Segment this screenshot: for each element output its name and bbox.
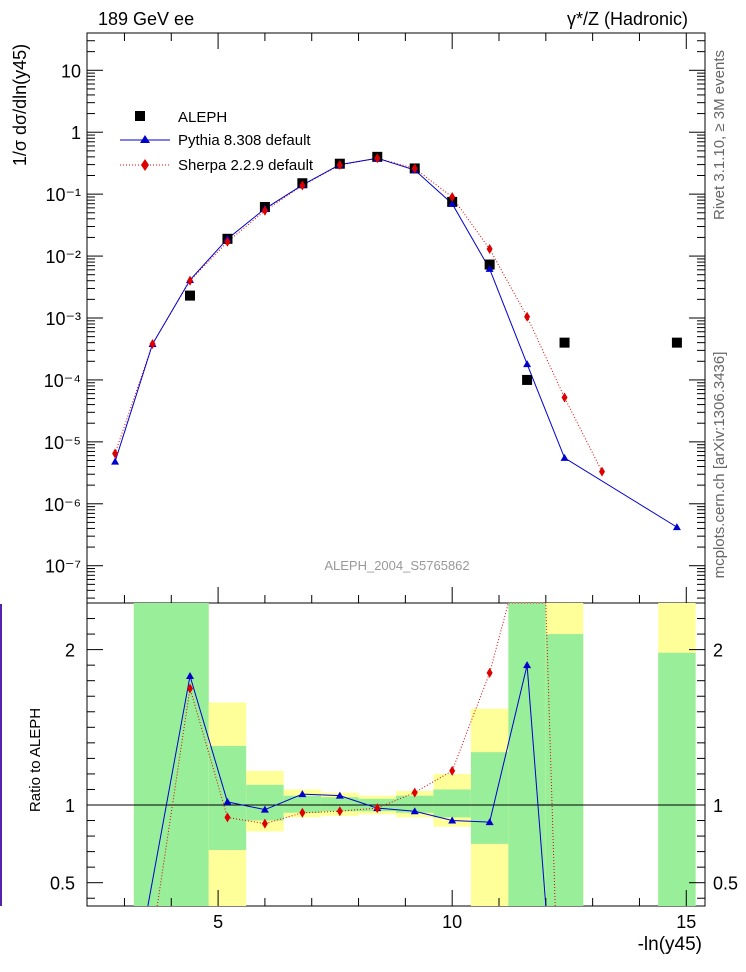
band-inner xyxy=(433,789,471,818)
band-inner xyxy=(545,634,584,906)
ratio-pythia-point xyxy=(523,661,532,669)
upper-axis-ticks: 10⁻⁷ 10⁻⁶ 10⁻⁵ 10⁻⁴ 10⁻³ 10⁻² 10⁻¹ 1 10 xyxy=(44,32,705,603)
upper-series-layer xyxy=(111,151,682,531)
aleph-point xyxy=(671,337,682,348)
ratio-pythia-point xyxy=(485,818,494,826)
legend-pythia-marker xyxy=(140,135,150,143)
energy-label: 189 GeV ee xyxy=(98,9,194,29)
process-label: γ*/Z (Hadronic) xyxy=(567,9,688,29)
sherpa-point xyxy=(149,339,156,350)
band-inner xyxy=(508,603,546,906)
lower-axis-ticks: 0.5 0.5 1 1 2 2 5 10 15 xyxy=(50,618,738,932)
sherpa-line xyxy=(114,157,603,472)
aleph-point xyxy=(185,290,195,301)
aleph-point xyxy=(484,259,495,270)
ratio-sherpa-point xyxy=(374,803,381,814)
sherpa-point xyxy=(336,160,343,171)
sherpa-point xyxy=(449,191,456,202)
ratio-plot-frame xyxy=(86,602,706,907)
sherpa-point xyxy=(374,153,381,164)
x-tick-label: 15 xyxy=(676,912,696,932)
pythia-point xyxy=(448,199,457,207)
ratio-sherpa-point xyxy=(449,765,456,776)
ratio-sherpa-point xyxy=(187,683,193,694)
ratio-sherpa-point xyxy=(336,806,343,817)
y-tick-label: 10⁻⁴ xyxy=(44,371,81,391)
ratio-pythia-point xyxy=(186,672,194,680)
legend-aleph-label: ALEPH xyxy=(178,109,227,126)
sherpa-point xyxy=(261,205,268,216)
x-tick-label: 5 xyxy=(213,912,223,932)
ratio-sherpa-point xyxy=(411,787,418,798)
sherpa-point xyxy=(224,236,231,247)
aleph-point xyxy=(522,374,533,385)
ratio-pythia-point xyxy=(298,790,307,798)
ratio-pythia-point xyxy=(335,791,344,799)
sherpa-point xyxy=(524,311,531,322)
sherpa-point xyxy=(411,163,418,174)
legend-sherpa-marker xyxy=(141,159,149,171)
sherpa-point xyxy=(599,466,605,477)
pythia-point xyxy=(672,523,681,531)
lower-y-axis-title: Ratio to ALEPH xyxy=(27,708,44,812)
y-tick-label: 10⁻⁶ xyxy=(44,495,81,515)
y-tick-label: 1 xyxy=(71,123,81,143)
pythia-point xyxy=(111,457,120,465)
sherpa-point xyxy=(486,244,493,255)
ratio-series-layer xyxy=(147,602,556,907)
ratio-y-tick-label-right: 1 xyxy=(713,796,723,816)
band-inner xyxy=(246,784,284,821)
sherpa-point xyxy=(187,275,193,286)
y-tick-label: 10⁻¹ xyxy=(45,185,81,205)
band-inner xyxy=(283,795,322,813)
ratio-sherpa-point xyxy=(486,667,493,678)
analysis-id-label: ALEPH_2004_S5765862 xyxy=(324,558,469,573)
ratio-y-tick-label: 0.5 xyxy=(50,874,75,894)
pythia-point xyxy=(485,264,494,272)
ratio-pythia-point xyxy=(223,797,232,805)
mcplots-source-label: mcplots.cern.ch [arXiv:1306.3436] xyxy=(711,352,728,579)
ratio-y-tick-label-right: 2 xyxy=(713,641,723,661)
sherpa-point xyxy=(561,392,568,403)
ratio-y-tick-label-right: 0.5 xyxy=(713,874,738,894)
y-tick-label: 10⁻⁵ xyxy=(44,433,81,453)
y-tick-label: 10⁻⁷ xyxy=(45,557,81,577)
band-inner xyxy=(133,603,209,906)
y-tick-label: 10 xyxy=(61,61,81,81)
rivet-version-label: Rivet 3.1.10, ≥ 3M events xyxy=(711,50,728,220)
band-inner xyxy=(321,797,359,812)
ratio-sherpa-point xyxy=(224,812,231,823)
sherpa-point xyxy=(112,448,119,459)
legend: ALEPH Pythia 8.308 default Sherpa 2.2.9 … xyxy=(120,109,314,174)
ratio-pythia-point xyxy=(410,807,419,815)
band-inner xyxy=(658,652,696,906)
ratio-sherpa-point xyxy=(299,807,306,818)
x-axis-title: -ln(y45) xyxy=(638,934,702,955)
y-tick-label: 10⁻² xyxy=(45,247,81,267)
ratio-sherpa-point xyxy=(261,818,268,829)
legend-pythia-label: Pythia 8.308 default xyxy=(178,132,311,149)
ratio-pythia-point xyxy=(260,805,269,813)
sherpa-point xyxy=(299,180,306,191)
ratio-pythia-line xyxy=(147,665,547,907)
y-tick-label: 10⁻³ xyxy=(45,309,81,329)
ratio-pythia-point xyxy=(448,816,457,824)
upper-y-axis-title: 1/σ dσ/dln(y45) xyxy=(10,44,30,166)
pythia-point xyxy=(560,453,569,461)
pythia-point xyxy=(523,360,532,368)
legend-aleph-marker xyxy=(135,111,145,121)
pythia-line xyxy=(114,157,678,528)
band-inner xyxy=(396,795,434,813)
ratio-y-tick-label: 1 xyxy=(65,796,75,816)
aleph-point xyxy=(559,337,570,348)
band-inner xyxy=(470,752,509,844)
legend-sherpa-label: Sherpa 2.2.9 default xyxy=(178,157,314,174)
ratio-y-tick-label: 2 xyxy=(65,641,75,661)
x-tick-label: 10 xyxy=(442,912,462,932)
